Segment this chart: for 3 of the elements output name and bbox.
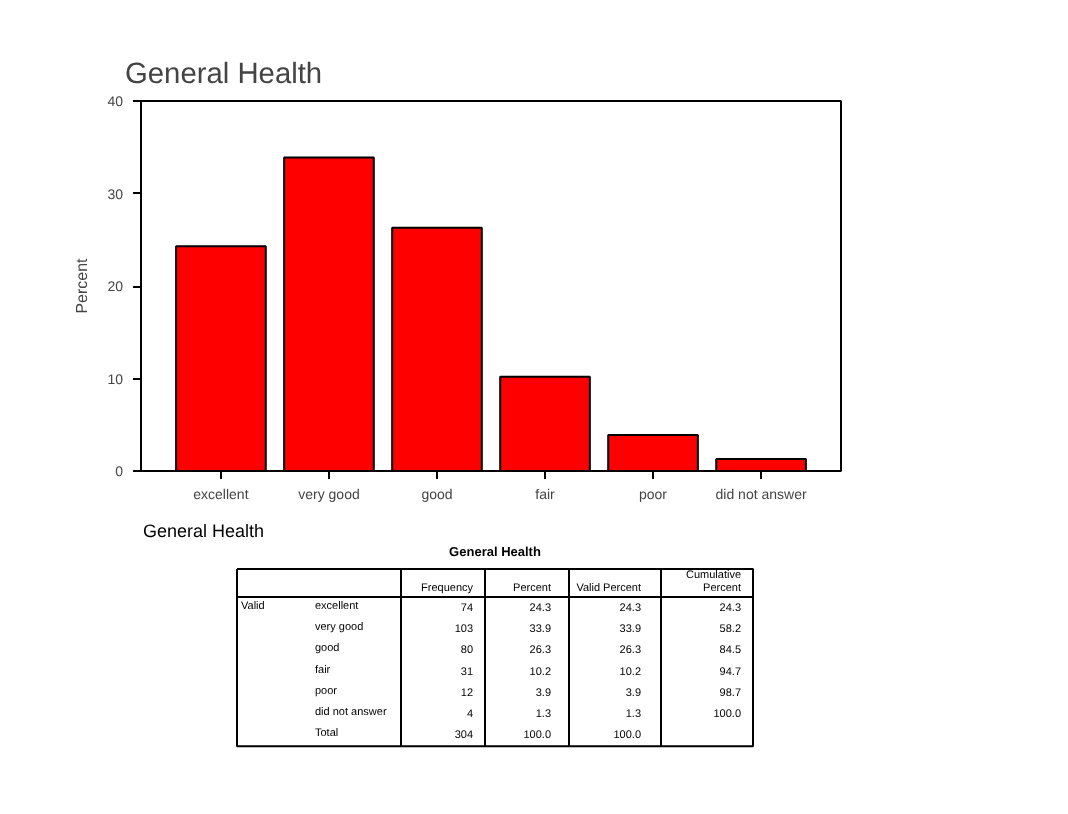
chart-title: General Health (125, 59, 323, 91)
y-axis-title: Percent (73, 256, 92, 314)
text: General Health (143, 521, 265, 541)
